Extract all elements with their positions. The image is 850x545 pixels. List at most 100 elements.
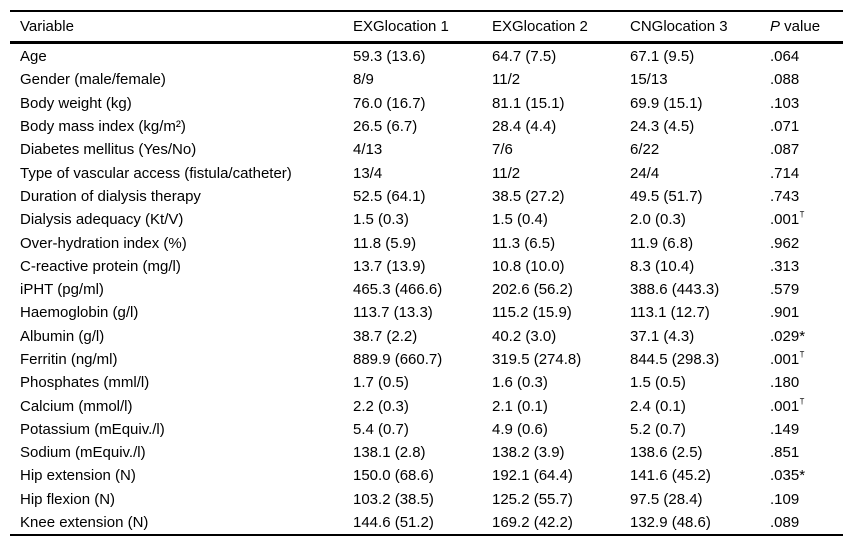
variable-cell: Phosphates (mml/l) [20,374,150,392]
group2-value-cell: 11/2 [492,71,521,89]
p-value-cell: .035* [770,467,843,484]
header-group2: EXGlocation 2 [492,18,588,35]
group3-value-cell: 388.6 (443.3) [630,281,720,299]
group3-value-cell: 67.1 (9.5) [630,48,695,66]
group1-value-cell: 113.7 (13.3) [353,304,433,322]
group3-value-cell: 11.9 (6.8) [630,234,694,252]
variable-cell: iPHT (pg/ml) [20,281,104,299]
variable-cell: Hip extension (N) [20,467,136,485]
table-row: Albumin (g/l) 38.7 (2.2) 40.2 (3.0) 37.1… [10,325,843,348]
p-value-cell: .089 [770,514,843,531]
group3-value-cell: 8.3 (10.4) [630,257,695,275]
group1-value-cell: 150.0 (68.6) [353,467,434,485]
group2-value-cell: 10.8 (10.0) [492,257,565,275]
group3-value-cell: 24/4 [630,164,660,182]
group1-value-cell: 2.2 (0.3) [353,397,409,415]
table-header-row: Variable EXGlocation 1 EXGlocation 2 CNG… [10,10,843,44]
group2-value-cell: 38.5 (27.2) [492,187,565,205]
group3-value-cell: 2.4 (0.1) [630,397,686,415]
variable-cell: C-reactive protein (mg/l) [20,257,181,275]
variable-cell: Duration of dialysis therapy [20,187,201,205]
group1-value-cell: 1.7 (0.5) [353,374,409,392]
p-value-cell: .313 [770,258,843,275]
header-p-italic: P [770,18,781,35]
table-row: Hip extension (N) 150.0 (68.6) 192.1 (64… [10,464,843,487]
p-value-cell: .901 [770,304,843,321]
table-row: Over-hydration index (%) 11.8 (5.9) 11.3… [10,231,843,254]
baseline-characteristics-table: Variable EXGlocation 1 EXGlocation 2 CNG… [10,10,843,537]
group2-value-cell: 319.5 (274.8) [492,351,582,368]
p-value-text: .962 [770,234,800,252]
group1-value-cell: 8/9 [353,71,374,89]
group3-value-cell: 844.5 (298.3) [630,351,720,368]
table-row: Age 59.3 (13.6) 64.7 (7.5) 67.1 (9.5) .0… [10,45,843,68]
group3-value-cell: 141.6 (45.2) [630,467,711,485]
p-value-cell: .180 [770,374,843,391]
p-value-cell: .743 [770,188,843,205]
table-row: Body weight (kg) 76.0 (16.7) 81.1 (15.1)… [10,92,843,115]
group1-value-cell: 465.3 (466.6) [353,281,443,299]
group1-value-cell: 144.6 (51.2) [353,514,434,532]
group2-value-cell: 11.3 (6.5) [492,234,556,252]
group2-value-cell: 28.4 (4.4) [492,118,557,136]
group2-value-cell: 81.1 (15.1) [492,94,565,112]
group2-value-cell: 7/6 [492,141,513,159]
p-value-cell: .088 [770,71,843,88]
header-variable: Variable [20,18,74,35]
group3-value-cell: 2.0 (0.3) [630,211,686,229]
p-value-text: .109 [770,490,800,508]
p-value-text: .001 [770,351,800,368]
variable-cell: Knee extension (N) [20,514,149,532]
p-value-text: .087 [770,141,800,159]
variable-cell: Ferritin (ng/ml) [20,351,118,368]
table-row: Potassium (mEquiv./l) 5.4 (0.7) 4.9 (0.6… [10,418,843,441]
variable-cell: Haemoglobin (g/l) [20,304,139,322]
variable-cell: Hip flexion (N) [20,490,116,508]
group3-value-cell: 5.2 (0.7) [630,420,686,438]
group1-value-cell: 138.1 (2.8) [353,444,426,462]
p-value-dagger: † [799,351,805,360]
group1-value-cell: 76.0 (16.7) [353,94,426,112]
p-value-cell: .001† [770,398,843,415]
group3-value-cell: 113.1 (12.7) [630,304,710,322]
group2-value-cell: 1.6 (0.3) [492,374,548,392]
p-value-text: .149 [770,420,800,438]
table-row: Dialysis adequacy (Kt/V) 1.5 (0.3) 1.5 (… [10,208,843,231]
group3-value-cell: 69.9 (15.1) [630,94,703,112]
group2-value-cell: 1.5 (0.4) [492,211,548,229]
table-row: Body mass index (kg/m²) 26.5 (6.7) 28.4 … [10,115,843,138]
p-value-text: .851 [770,444,800,462]
p-value-text: .089 [770,514,800,532]
group3-value-cell: 15/13 [630,71,668,89]
table-row: Hip flexion (N) 103.2 (38.5) 125.2 (55.7… [10,488,843,511]
group2-value-cell: 2.1 (0.1) [492,397,548,415]
group1-value-cell: 4/13 [353,141,383,159]
group3-value-cell: 49.5 (51.7) [630,187,703,205]
p-value-text: .579 [770,281,800,299]
p-value-text: .071 [770,118,800,136]
variable-cell: Potassium (mEquiv./l) [20,420,165,438]
p-value-text: .180 [770,374,800,392]
group3-value-cell: 138.6 (2.5) [630,444,703,462]
variable-cell: Age [20,48,47,66]
group2-value-cell: 4.9 (0.6) [492,420,548,438]
p-value-dagger: † [799,397,805,407]
group1-value-cell: 1.5 (0.3) [353,211,409,229]
table-row: Gender (male/female) 8/9 11/2 15/13 .088 [10,68,843,91]
variable-cell: Diabetes mellitus (Yes/No) [20,141,197,159]
group2-value-cell: 40.2 (3.0) [492,327,557,345]
p-value-text: .029* [770,327,806,345]
p-value-cell: .109 [770,491,843,508]
variable-cell: Over-hydration index (%) [20,234,187,252]
group1-value-cell: 13.7 (13.9) [353,257,426,275]
table-row: C-reactive protein (mg/l) 13.7 (13.9) 10… [10,255,843,278]
variable-cell: Dialysis adequacy (Kt/V) [20,211,184,229]
table-row: Ferritin (ng/ml) 889.9 (660.7) 319.5 (27… [10,348,843,371]
p-value-dagger: † [799,211,805,221]
p-value-text: .103 [770,94,800,112]
group1-value-cell: 38.7 (2.2) [353,327,418,345]
group1-value-cell: 13/4 [353,164,383,182]
group2-value-cell: 64.7 (7.5) [492,48,557,66]
table-row: Type of vascular access (fistula/cathete… [10,161,843,184]
variable-cell: Body mass index (kg/m²) [20,118,186,136]
